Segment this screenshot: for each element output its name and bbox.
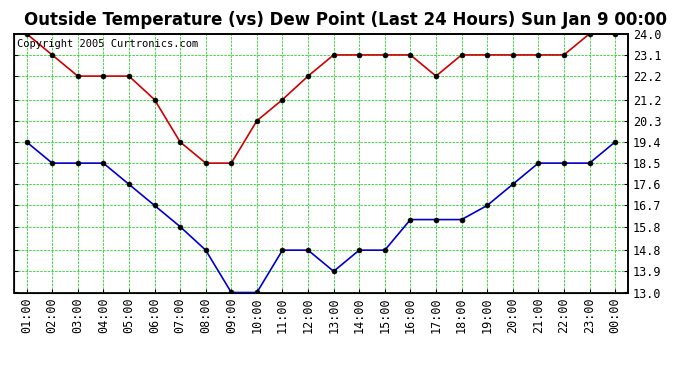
- Text: Outside Temperature (vs) Dew Point (Last 24 Hours) Sun Jan 9 00:00: Outside Temperature (vs) Dew Point (Last…: [23, 11, 667, 29]
- Text: Copyright 2005 Curtronics.com: Copyright 2005 Curtronics.com: [17, 39, 198, 49]
